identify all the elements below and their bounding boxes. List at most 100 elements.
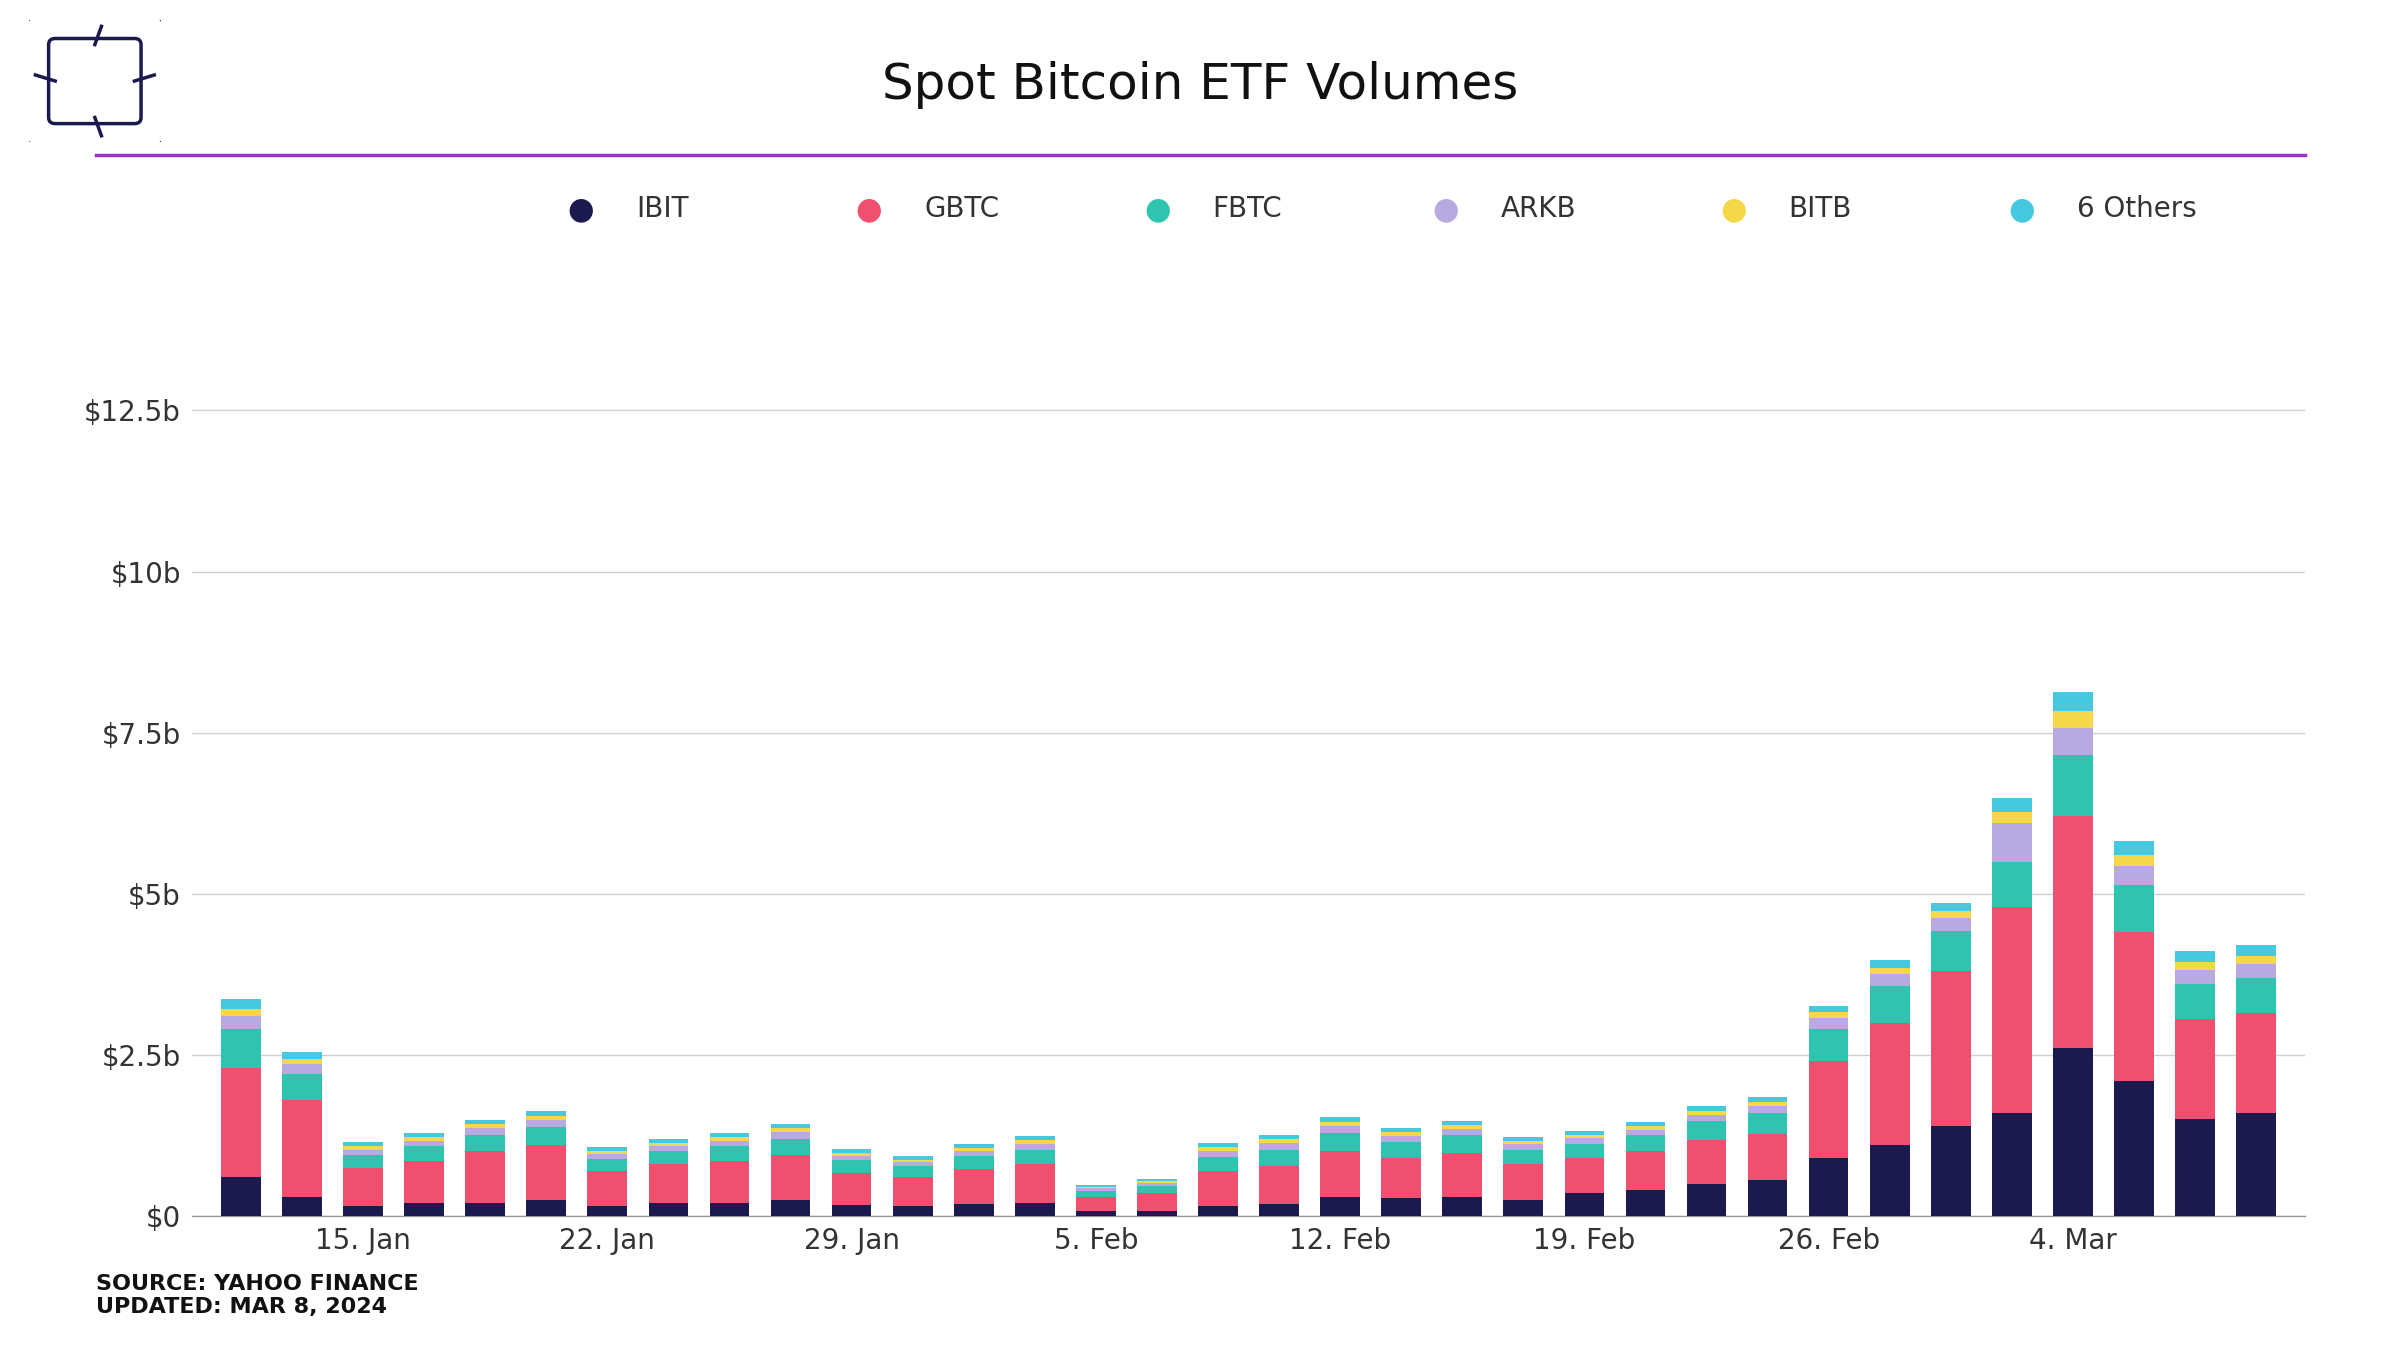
Bar [1076,1188,1116,1190]
Bar [771,1155,812,1200]
Bar [1138,1183,1176,1186]
Bar [771,1139,812,1155]
Bar [1198,1143,1239,1147]
Bar [403,1132,444,1138]
Bar [711,1202,749,1216]
Bar [1808,1158,1849,1216]
Bar [953,1156,994,1169]
Bar [1138,1193,1176,1210]
Bar [1503,1165,1544,1200]
Bar [953,1151,994,1156]
Bar [893,1162,932,1166]
Bar [2175,984,2214,1020]
Bar [1443,1197,1481,1216]
Bar [526,1127,567,1146]
Bar [1198,1171,1239,1206]
Bar [893,1166,932,1177]
Bar [771,1200,812,1216]
Text: BITB: BITB [1789,196,1851,223]
Bar [588,1206,627,1216]
Text: ●: ● [855,195,884,224]
Bar [2115,885,2154,932]
Bar [466,1128,504,1135]
Bar [403,1138,444,1140]
Bar [2115,932,2154,1081]
Bar [1258,1204,1299,1216]
Bar [526,1146,567,1200]
Bar [403,1161,444,1202]
Bar [1993,812,2031,823]
Bar [1930,1125,1971,1216]
Bar [1870,967,1909,974]
Bar [1138,1210,1176,1216]
Bar [1321,1117,1359,1123]
Bar [1808,1012,1849,1019]
Bar [283,1074,322,1100]
Bar [1930,971,1971,1125]
Bar [1625,1129,1666,1135]
Bar [1381,1198,1421,1216]
Bar [1625,1190,1666,1216]
Bar [831,1173,872,1205]
FancyBboxPatch shape [24,16,166,146]
Bar [2115,1081,2154,1216]
Text: GBTC: GBTC [924,196,999,223]
Bar [343,1143,382,1146]
Bar [648,1146,689,1151]
Bar [1930,931,1971,971]
Bar [831,1150,872,1152]
Bar [2235,1013,2276,1113]
Bar [1930,911,1971,917]
Bar [1503,1150,1544,1165]
Bar [343,1150,382,1155]
Bar [831,1155,872,1161]
Bar [221,1009,262,1016]
Bar [1138,1186,1176,1193]
Bar [1381,1158,1421,1198]
Text: ●: ● [567,195,595,224]
Bar [588,1159,627,1171]
Bar [283,1059,322,1065]
Text: IBIT: IBIT [636,196,689,223]
Bar [1198,1147,1239,1151]
Bar [1076,1186,1116,1188]
Bar [1443,1125,1481,1129]
Bar [588,1147,627,1151]
Bar [1565,1131,1604,1135]
Bar [1503,1138,1544,1140]
Bar [1993,862,2031,907]
Bar [588,1154,627,1159]
Bar [588,1171,627,1206]
Bar [1198,1151,1239,1156]
Bar [831,1152,872,1155]
Bar [2175,1119,2214,1216]
Bar [1625,1151,1666,1190]
Bar [343,1167,382,1206]
Bar [2115,866,2154,885]
Text: 6 Others: 6 Others [2077,196,2197,223]
Bar [1870,986,1909,1023]
Bar [1870,974,1909,986]
Bar [2053,816,2094,1048]
Bar [283,1052,322,1059]
Bar [221,998,262,1009]
Bar [283,1197,322,1216]
Bar [2053,755,2094,816]
Bar [1321,1197,1359,1216]
Bar [221,1067,262,1177]
Bar [1870,1023,1909,1146]
Bar [953,1169,994,1204]
Bar [1748,1113,1786,1133]
Bar [1443,1129,1481,1135]
Bar [1993,907,2031,1113]
Bar [526,1120,567,1127]
Text: FBTC: FBTC [1213,196,1282,223]
Text: ●: ● [1431,195,1460,224]
Bar [1321,1127,1359,1133]
Text: SOURCE: YAHOO FINANCE
UPDATED: MAR 8, 2024: SOURCE: YAHOO FINANCE UPDATED: MAR 8, 20… [96,1274,418,1317]
Bar [1625,1125,1666,1129]
Bar [2115,855,2154,866]
Bar [1321,1123,1359,1127]
Bar [893,1177,932,1206]
Bar [1503,1140,1544,1144]
